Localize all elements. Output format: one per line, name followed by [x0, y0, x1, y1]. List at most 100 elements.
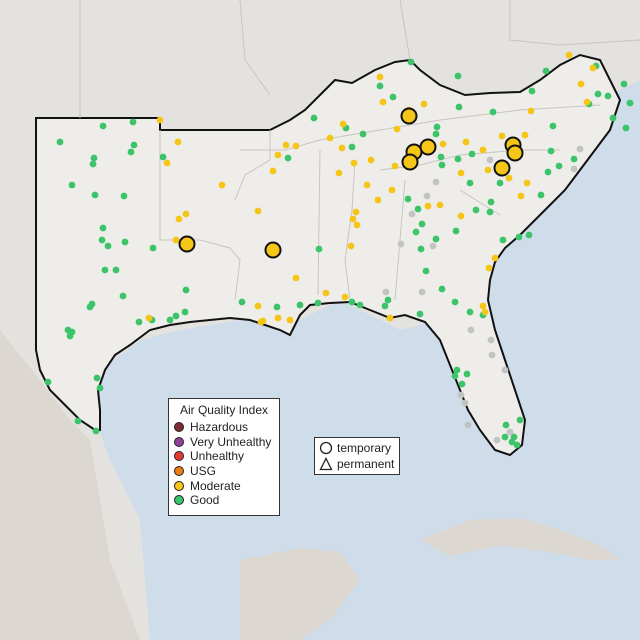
monitor-site[interactable] [99, 224, 107, 232]
monitor-site[interactable] [452, 227, 460, 235]
monitor-site[interactable] [513, 441, 521, 449]
monitor-site[interactable] [576, 145, 584, 153]
monitor-site[interactable] [479, 302, 487, 310]
monitor-site[interactable] [484, 166, 492, 174]
monitor-site[interactable] [417, 245, 425, 253]
monitor-sites[interactable] [44, 51, 634, 449]
monitor-site[interactable] [379, 98, 387, 106]
temporary-monitor-site[interactable] [506, 144, 524, 162]
monitor-site[interactable] [310, 114, 318, 122]
monitor-site[interactable] [341, 293, 349, 301]
temporary-monitor-site[interactable] [401, 153, 419, 171]
monitor-site[interactable] [322, 289, 330, 297]
monitor-site[interactable] [463, 370, 471, 378]
monitor-site[interactable] [549, 122, 557, 130]
monitor-site[interactable] [74, 417, 82, 425]
monitor-site[interactable] [498, 132, 506, 140]
monitor-site[interactable] [259, 317, 267, 325]
monitor-site[interactable] [626, 99, 634, 107]
monitor-site[interactable] [542, 67, 550, 75]
monitor-site[interactable] [182, 286, 190, 294]
monitor-site[interactable] [464, 421, 472, 429]
monitor-site[interactable] [466, 308, 474, 316]
monitor-site[interactable] [525, 231, 533, 239]
monitor-site[interactable] [89, 160, 97, 168]
monitor-site[interactable] [537, 191, 545, 199]
monitor-site[interactable] [391, 162, 399, 170]
monitor-site[interactable] [66, 332, 74, 340]
monitor-site[interactable] [353, 221, 361, 229]
monitor-site[interactable] [376, 73, 384, 81]
monitor-site[interactable] [565, 51, 573, 59]
monitor-site[interactable] [326, 134, 334, 142]
monitor-site[interactable] [181, 308, 189, 316]
monitor-site[interactable] [423, 192, 431, 200]
monitor-site[interactable] [437, 153, 445, 161]
monitor-site[interactable] [363, 181, 371, 189]
monitor-site[interactable] [508, 438, 516, 446]
monitor-site[interactable] [397, 240, 405, 248]
monitor-site[interactable] [44, 378, 52, 386]
monitor-site[interactable] [284, 154, 292, 162]
monitor-site[interactable] [420, 100, 428, 108]
monitor-site[interactable] [429, 242, 437, 250]
monitor-site[interactable] [485, 264, 493, 272]
monitor-site[interactable] [389, 93, 397, 101]
monitor-site[interactable] [349, 215, 357, 223]
temporary-monitor-site[interactable] [400, 107, 418, 125]
monitor-site[interactable] [404, 195, 412, 203]
monitor-site[interactable] [388, 186, 396, 194]
monitor-site[interactable] [129, 118, 137, 126]
monitor-site[interactable] [461, 399, 469, 407]
monitor-site[interactable] [356, 301, 364, 309]
monitor-site[interactable] [451, 298, 459, 306]
monitor-site[interactable] [544, 168, 552, 176]
monitor-site[interactable] [577, 80, 585, 88]
monitor-site[interactable] [93, 374, 101, 382]
monitor-site[interactable] [172, 236, 180, 244]
monitor-site[interactable] [163, 159, 171, 167]
monitor-site[interactable] [422, 267, 430, 275]
monitor-site[interactable] [408, 210, 416, 218]
monitor-site[interactable] [130, 141, 138, 149]
monitor-site[interactable] [488, 351, 496, 359]
monitor-site[interactable] [92, 427, 100, 435]
monitor-site[interactable] [416, 310, 424, 318]
monitor-site[interactable] [156, 116, 164, 124]
monitor-site[interactable] [521, 131, 529, 139]
monitor-site[interactable] [418, 288, 426, 296]
monitor-site[interactable] [348, 298, 356, 306]
monitor-site[interactable] [335, 169, 343, 177]
monitor-site[interactable] [292, 274, 300, 282]
monitor-site[interactable] [502, 421, 510, 429]
monitor-site[interactable] [367, 156, 375, 164]
monitor-site[interactable] [486, 208, 494, 216]
monitor-site[interactable] [274, 314, 282, 322]
monitor-site[interactable] [149, 244, 157, 252]
monitor-site[interactable] [491, 254, 499, 262]
monitor-site[interactable] [348, 143, 356, 151]
monitor-site[interactable] [393, 125, 401, 133]
monitor-site[interactable] [282, 141, 290, 149]
monitor-site[interactable] [555, 162, 563, 170]
monitor-site[interactable] [273, 303, 281, 311]
monitor-site[interactable] [296, 301, 304, 309]
monitor-site[interactable] [432, 130, 440, 138]
monitor-site[interactable] [523, 179, 531, 187]
monitor-site[interactable] [439, 140, 447, 148]
monitor-site[interactable] [547, 147, 555, 155]
monitor-site[interactable] [88, 300, 96, 308]
monitor-site[interactable] [424, 202, 432, 210]
monitor-site[interactable] [352, 208, 360, 216]
monitor-site[interactable] [166, 316, 174, 324]
temporary-monitor-site[interactable] [264, 241, 282, 259]
monitor-site[interactable] [359, 130, 367, 138]
monitor-site[interactable] [528, 87, 536, 95]
monitor-site[interactable] [462, 138, 470, 146]
monitor-site[interactable] [453, 366, 461, 374]
monitor-site[interactable] [458, 380, 466, 388]
monitor-site[interactable] [501, 433, 509, 441]
monitor-site[interactable] [457, 391, 465, 399]
monitor-site[interactable] [112, 266, 120, 274]
